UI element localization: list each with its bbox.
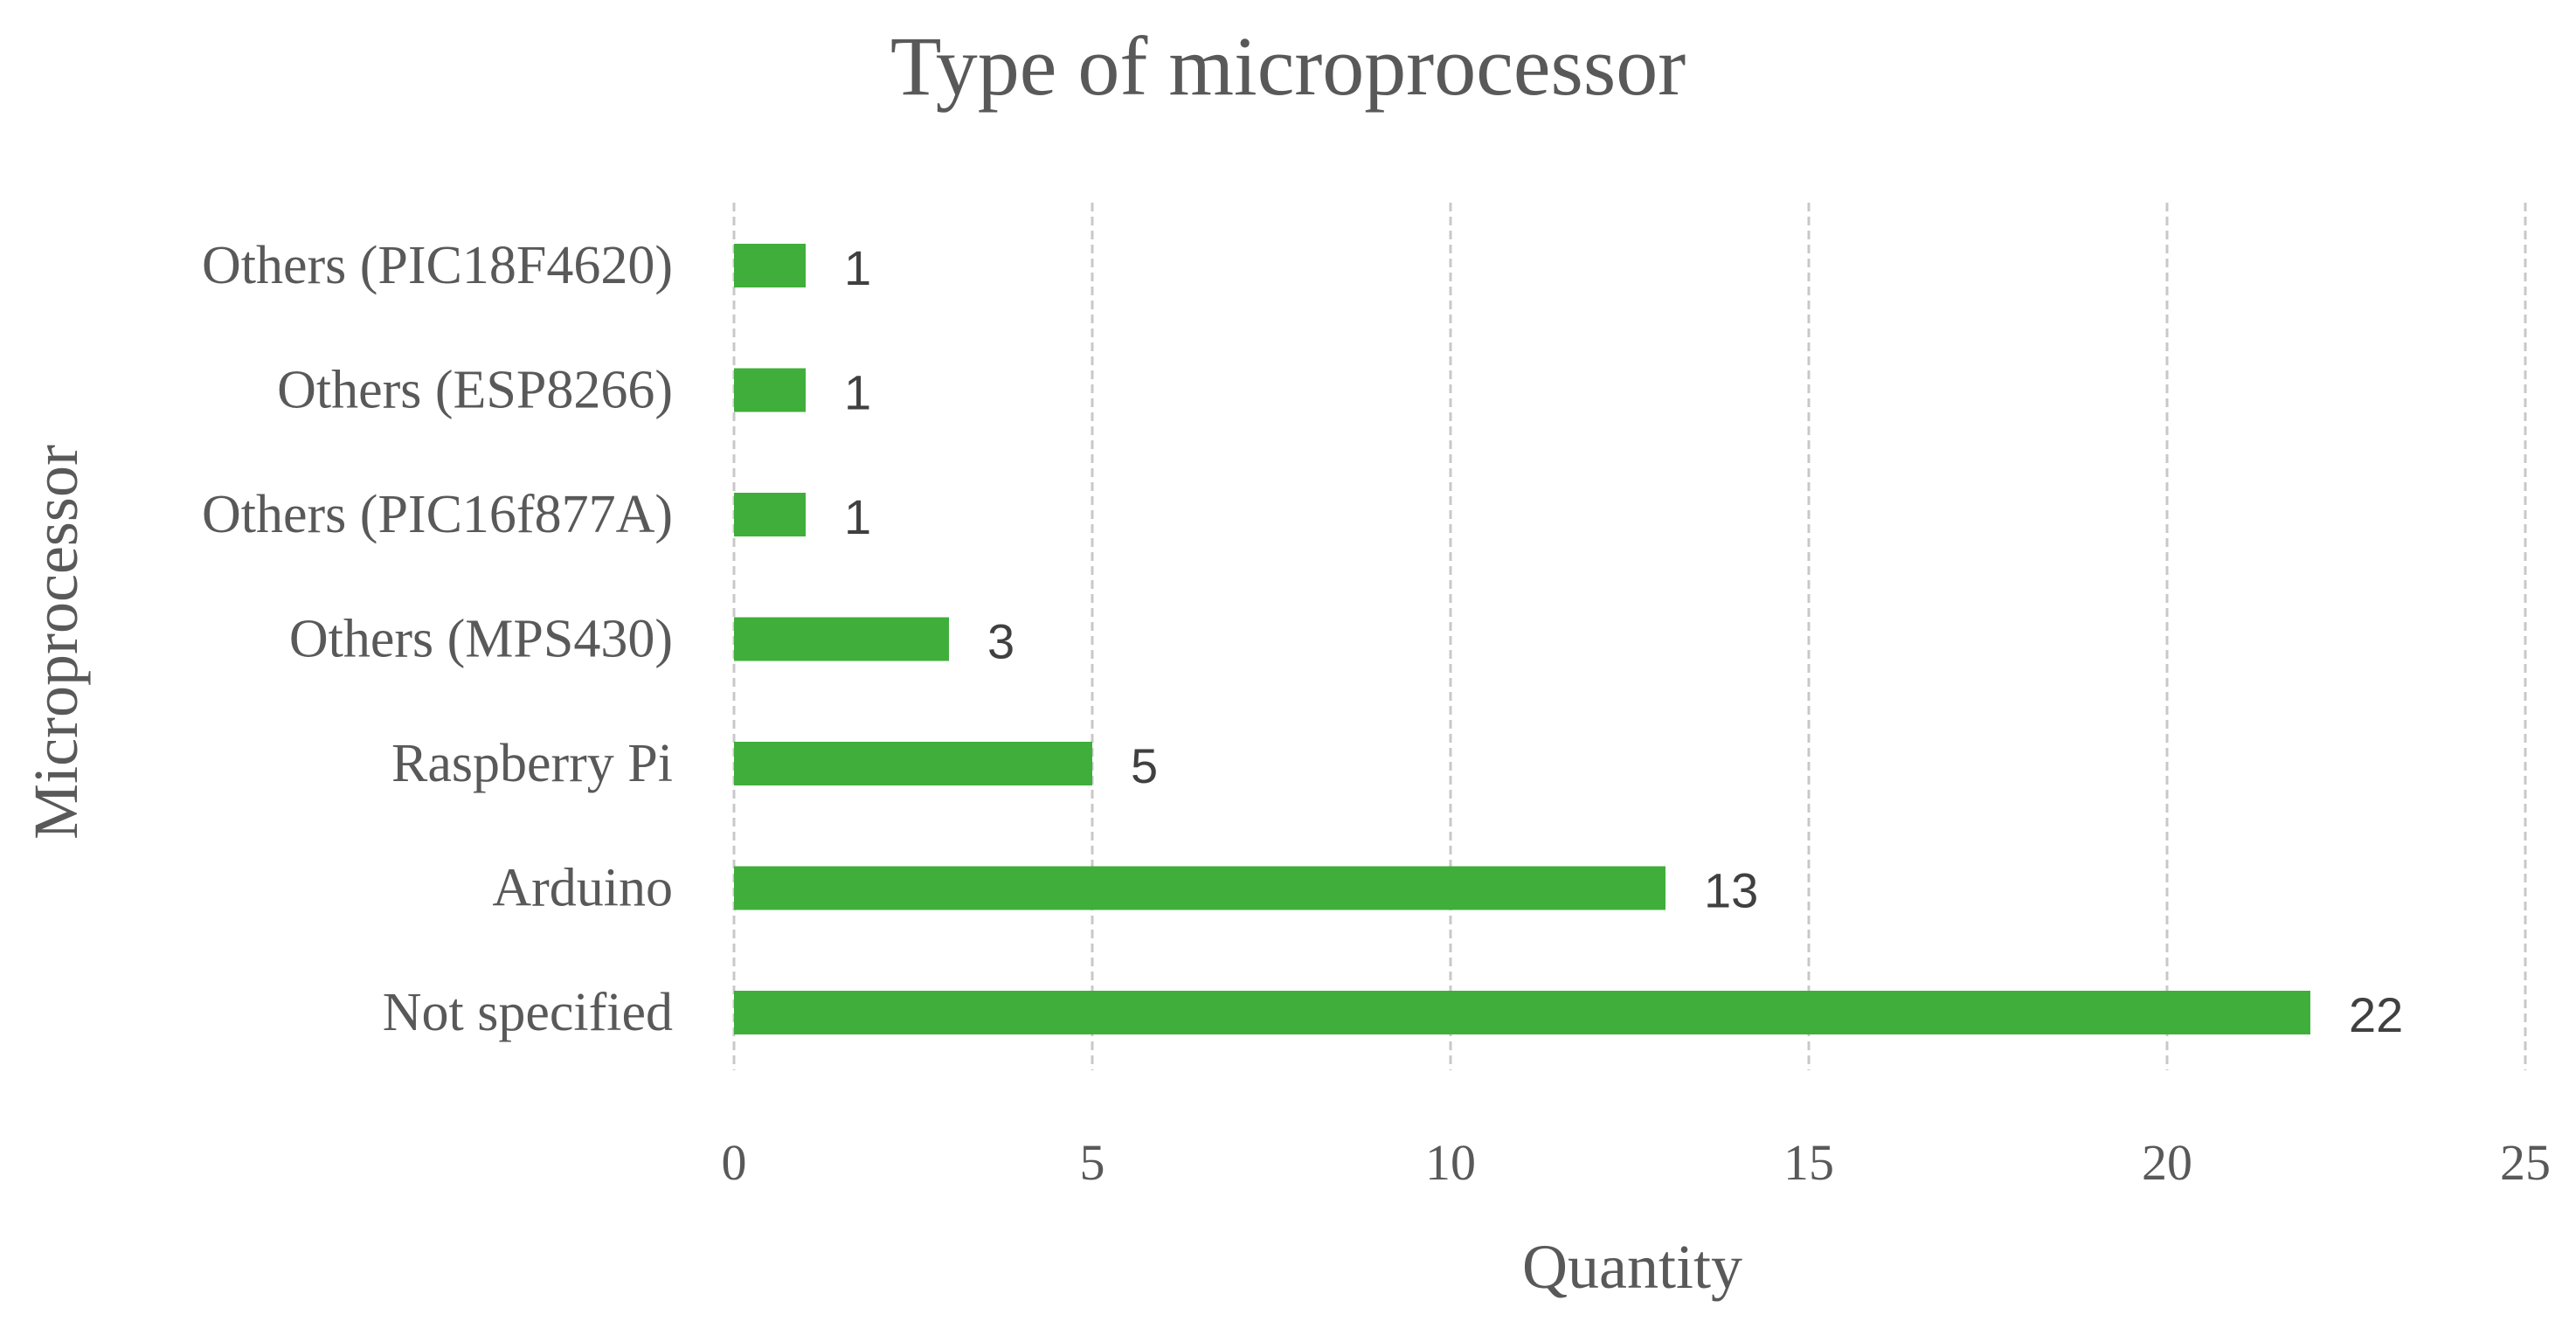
category-label: Others (PIC16f877A): [202, 485, 673, 544]
data-label: 3: [987, 614, 1014, 669]
bar: [734, 991, 2310, 1034]
bar: [734, 866, 1665, 910]
data-label: 1: [844, 489, 871, 544]
category-label: Raspberry Pi: [391, 734, 673, 793]
category-label: Arduino: [492, 859, 673, 918]
bar: [734, 742, 1092, 785]
chart-title: Type of microprocessor: [890, 19, 1686, 113]
x-tick-label: 20: [2142, 1134, 2192, 1191]
y-axis-title: Microprocessor: [21, 445, 91, 840]
category-label: Others (MPS430): [289, 610, 673, 669]
x-tick-label: 10: [1425, 1134, 1476, 1191]
x-tick-labels: 0 5 10 15 20 25: [722, 1134, 2552, 1191]
bars: [734, 244, 2310, 1034]
data-label: 5: [1131, 738, 1158, 793]
x-tick-label: 15: [1783, 1134, 1834, 1191]
data-label: 1: [844, 240, 871, 295]
data-label: 1: [844, 365, 871, 420]
bar: [734, 244, 806, 287]
category-label: Others (ESP8266): [277, 361, 673, 420]
bar: [734, 617, 949, 661]
x-tick-label: 25: [2500, 1134, 2551, 1191]
bar: [734, 493, 806, 536]
bar: [734, 368, 806, 412]
category-label: Others (PIC18F4620): [202, 236, 673, 295]
data-label: 22: [2349, 987, 2403, 1042]
category-labels: Others (PIC18F4620) Others (ESP8266) Other…: [202, 236, 673, 1042]
x-tick-label: 0: [722, 1134, 747, 1191]
category-label: Not specified: [383, 983, 673, 1042]
x-tick-label: 5: [1080, 1134, 1105, 1191]
x-axis-title: Quantity: [1522, 1232, 1742, 1302]
data-label: 13: [1704, 863, 1758, 918]
